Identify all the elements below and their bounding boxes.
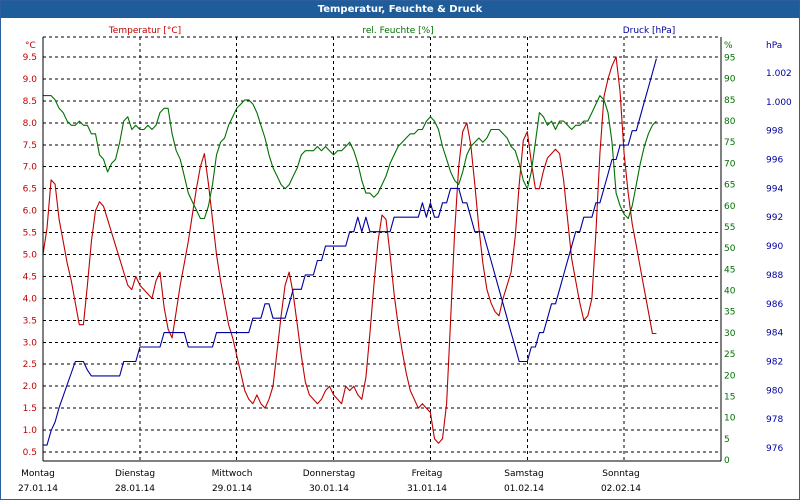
- day-name-label: Samstag: [504, 469, 543, 479]
- legend: Temperatur [°C] rel. Feuchte [%] Druck [hP…: [108, 26, 675, 36]
- chart-title: Temperatur, Feuchte & Druck: [1, 1, 799, 18]
- mid-tick-label: 5: [724, 435, 730, 445]
- mid-axis-ticks: 0 5 10 15 20 25 30 35 40 45 50 55 60 65 70 75 80 85 90 95%: [724, 41, 736, 466]
- mid-tick-label: 95: [724, 54, 735, 64]
- day-date-label: 02.02.14: [601, 484, 641, 494]
- left-tick-label: 9.5: [23, 53, 37, 63]
- left-tick-label: 4.5: [23, 272, 37, 282]
- right-tick-label: 1.000: [766, 98, 792, 108]
- day-name-label: Sonntag: [602, 469, 639, 479]
- day-name-label: Dienstag: [115, 469, 155, 479]
- legend-pressure: Druck [hPa]: [623, 26, 676, 36]
- left-tick-label: 2.5: [23, 360, 37, 370]
- mid-tick-label: 10: [724, 414, 736, 424]
- left-tick-label: 7.0: [23, 163, 38, 173]
- right-tick-label: 988: [766, 271, 783, 281]
- plot-frame: [42, 36, 722, 462]
- left-tick-label: 9.0: [23, 75, 38, 85]
- left-tick-label: 5.5: [23, 229, 37, 239]
- day-date-label: 27.01.14: [18, 484, 58, 494]
- humidity-line: [43, 95, 657, 220]
- left-tick-label: 3.5: [23, 316, 37, 326]
- left-tick-label: 4.0: [23, 294, 38, 304]
- mid-tick-label: 75: [724, 138, 735, 148]
- right-tick-label: 998: [766, 127, 783, 137]
- day-name-label: Montag: [21, 469, 55, 479]
- left-tick-label: 1.0: [23, 426, 38, 436]
- mid-tick-label: 55: [724, 223, 735, 233]
- legend-temperature: Temperatur [°C]: [108, 26, 181, 36]
- mid-tick-label: 70: [724, 159, 736, 169]
- left-axis-ticks: 0.5 1.0 1.5 2.0 2.5 3.0 3.5 4.0 4.5 5.0 5.5 6.0 6.5 7…: [23, 41, 38, 458]
- right-tick-label: 978: [766, 415, 783, 425]
- mid-tick-label: 50: [724, 244, 736, 254]
- right-tick-label: 986: [766, 300, 783, 310]
- left-tick-label: 2.0: [23, 382, 38, 392]
- mid-tick-label: 65: [724, 181, 735, 191]
- legend-humidity: rel. Feuchte [%]: [362, 26, 433, 36]
- day-name-label: Freitag: [412, 469, 443, 479]
- right-tick-label: 980: [766, 386, 783, 396]
- mid-tick-label: 20: [724, 371, 736, 381]
- mid-tick-label: 40: [724, 287, 736, 297]
- day-name-label: Mittwoch: [212, 469, 253, 479]
- left-tick-label: 8.5: [23, 97, 37, 107]
- left-tick-label: 0.5: [23, 448, 37, 458]
- mid-axis-unit: %: [724, 41, 733, 51]
- right-axis-unit: hPa: [766, 41, 782, 51]
- right-tick-label: 990: [766, 242, 783, 252]
- left-tick-label: 6.5: [23, 185, 37, 195]
- right-axis-ticks: 976 978 980 982 984 986 988 990 992 994 996 998 1.00…: [766, 41, 792, 454]
- day-date-label: 28.01.14: [115, 484, 155, 494]
- left-tick-label: 6.0: [23, 207, 38, 217]
- day-date-label: 29.01.14: [212, 484, 252, 494]
- mid-tick-label: 90: [724, 75, 736, 85]
- day-date-label: 31.01.14: [407, 484, 447, 494]
- right-tick-label: 982: [766, 357, 783, 367]
- right-tick-label: 992: [766, 213, 783, 223]
- series-lines: [42, 56, 657, 446]
- left-tick-label: 3.0: [23, 338, 38, 348]
- mid-tick-label: 15: [724, 392, 735, 402]
- mid-tick-label: 35: [724, 308, 735, 318]
- temperature-line: [42, 56, 657, 444]
- left-tick-label: 7.5: [23, 141, 37, 151]
- mid-tick-label: 60: [724, 202, 736, 212]
- day-date-label: 01.02.14: [504, 484, 544, 494]
- mid-tick-label: 30: [724, 329, 736, 339]
- mid-tick-label: 80: [724, 117, 736, 127]
- right-tick-label: 976: [766, 444, 783, 454]
- pressure-line: [43, 58, 657, 446]
- mid-tick-label: 0: [724, 456, 730, 466]
- day-date-label: 30.01.14: [309, 484, 349, 494]
- right-tick-label: 996: [766, 156, 783, 166]
- left-tick-label: 8.0: [23, 119, 38, 129]
- mid-tick-label: 85: [724, 96, 735, 106]
- right-tick-label: 994: [766, 184, 783, 194]
- x-axis-labels: Montag 27.01.14 Dienstag 28.01.14 Mittwoch 29…: [18, 469, 641, 494]
- left-tick-label: 5.0: [23, 251, 38, 261]
- right-tick-label: 984: [766, 329, 783, 339]
- left-axis-unit: °C: [25, 41, 36, 51]
- mid-tick-label: 45: [724, 265, 735, 275]
- left-tick-label: 1.5: [23, 404, 37, 414]
- day-name-label: Donnerstag: [303, 469, 356, 479]
- right-tick-label: 1.002: [766, 69, 792, 79]
- grid: [43, 37, 721, 461]
- mid-tick-label: 25: [724, 350, 735, 360]
